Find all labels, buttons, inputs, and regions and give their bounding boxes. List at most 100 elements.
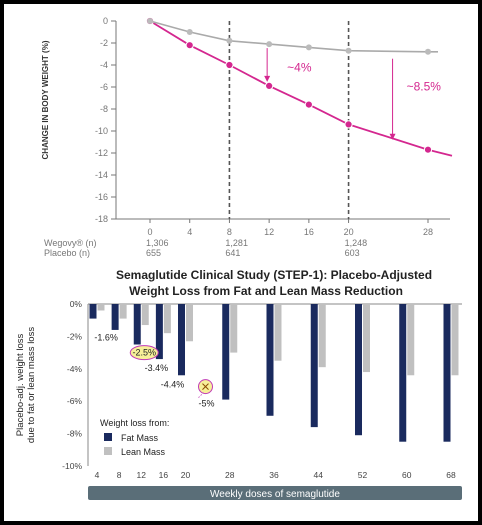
annotation-4pct: ~4% xyxy=(287,61,312,75)
x-axis-title-bar xyxy=(88,486,462,500)
pointer-line xyxy=(198,392,204,398)
fat-mass-bar xyxy=(178,304,185,376)
weight-change-line-chart: 0 -2 -4 -6 -8 -10 -12 -14 -16 -18 0 4 8 12 16 20 28 CHANG… xyxy=(41,16,453,258)
fat-mass-bar xyxy=(89,304,97,319)
y-axis-title: CHANGE IN BODY WEIGHT (%) xyxy=(41,40,50,159)
x-tick-label: 4 xyxy=(95,470,100,480)
fat-mass-bar xyxy=(355,304,362,436)
x-tick-label: 8 xyxy=(227,227,232,237)
placebo-point xyxy=(226,37,233,44)
y-tick-label: 0% xyxy=(70,299,83,309)
fat-mass-bar xyxy=(266,304,274,416)
lean-mass-bar xyxy=(363,304,370,373)
y-tick-label: 0 xyxy=(103,16,108,26)
y-axis-title-line2: due to fat or lean mass loss xyxy=(26,327,37,443)
fat-mass-bar xyxy=(310,304,318,428)
lean-mass-bar xyxy=(318,304,326,368)
fat-mass-bar xyxy=(222,304,230,400)
wegovy-point xyxy=(423,145,433,154)
wegovy-point xyxy=(185,41,194,50)
count-value: 655 xyxy=(146,248,161,258)
y-tick-label: -2% xyxy=(67,331,83,341)
annotation-value: -4.4% xyxy=(161,379,185,389)
y-tick-label: -16 xyxy=(95,192,108,202)
fat-mass-bar xyxy=(155,304,163,360)
x-axis-title: Weekly doses of semaglutide xyxy=(210,489,340,500)
y-tick-label: -18 xyxy=(95,214,108,224)
figure-frame: 0 -2 -4 -6 -8 -10 -12 -14 -16 -18 0 4 8 12 16 20 28 CHANG… xyxy=(4,4,478,521)
count-value: 1,306 xyxy=(146,238,169,248)
highlight-ellipse xyxy=(129,345,159,361)
y-tick-label: -4% xyxy=(67,364,83,374)
x-tick-label: 12 xyxy=(264,227,274,237)
x-tick-label: 20 xyxy=(181,470,191,480)
count-row-label: Placebo (n) xyxy=(44,248,90,258)
fat-mass-bar xyxy=(133,304,141,345)
y-tick-label: -4 xyxy=(100,60,108,70)
y-tick-label: -14 xyxy=(95,170,108,180)
wegovy-point xyxy=(304,100,313,109)
y-axis-title-line1: Placebo-adj. weight loss xyxy=(15,334,26,437)
lean-mass-bar xyxy=(97,304,105,311)
y-tick-label: -10 xyxy=(95,126,108,136)
legend-swatch-lean xyxy=(104,447,112,455)
annotation-value: -1.6% xyxy=(94,332,118,342)
x-tick-label: 12 xyxy=(137,470,147,480)
x-tick-label: 4 xyxy=(187,227,192,237)
chart-canvas: 0 -2 -4 -6 -8 -10 -12 -14 -16 -18 0 4 8 12 16 20 28 CHANG… xyxy=(15,16,462,500)
y-tick-label: -6% xyxy=(67,396,83,406)
x-tick-label: 68 xyxy=(446,470,456,480)
fat-mass-bar xyxy=(111,304,119,330)
count-value: 641 xyxy=(225,248,240,258)
wegovy-line xyxy=(149,20,453,157)
arrow-week28-head xyxy=(389,133,396,140)
annotation-value: -2.5% xyxy=(132,348,156,358)
x-tick-label: 52 xyxy=(358,470,368,480)
lean-mass-bar xyxy=(119,304,127,319)
placebo-line xyxy=(149,20,438,53)
count-value: 603 xyxy=(345,248,360,258)
lean-mass-bar xyxy=(141,304,149,326)
placebo-point xyxy=(425,48,431,55)
lean-mass-bar xyxy=(186,304,193,342)
x-tick-label: 36 xyxy=(269,470,279,480)
lean-mass-bar xyxy=(451,304,459,376)
chart-title: Semaglutide Clinical Study (STEP-1): Pla… xyxy=(116,268,432,282)
lean-mass-bar xyxy=(274,304,282,361)
y-tick-label: -2 xyxy=(100,38,108,48)
fat-mass-bar xyxy=(443,304,451,442)
count-row-label: Wegovy® (n) xyxy=(44,238,96,248)
fat-mass-bar xyxy=(399,304,407,442)
lean-mass-bar xyxy=(230,304,238,353)
x-tick-label: 16 xyxy=(159,470,169,480)
annotation-value: -3.4% xyxy=(145,363,169,373)
placebo-point xyxy=(305,44,312,51)
chart-subtitle: Weight Loss from Fat and Lean Mass Reduc… xyxy=(129,284,403,298)
y-tick-label: -8% xyxy=(67,429,83,439)
count-value: 1,248 xyxy=(345,238,368,248)
fat-lean-bar-chart: Semaglutide Clinical Study (STEP-1): Pla… xyxy=(15,268,462,500)
legend-swatch-fat xyxy=(104,433,112,441)
legend-label-fat: Fat Mass xyxy=(121,433,159,443)
placebo-point xyxy=(147,18,153,24)
lean-mass-bar xyxy=(163,304,171,334)
x-mark xyxy=(202,383,209,390)
y-tick-label: -8 xyxy=(100,104,108,114)
placebo-point xyxy=(345,47,352,54)
x-tick-label: 16 xyxy=(304,227,314,237)
wegovy-point xyxy=(225,60,234,70)
annotation-value: -5% xyxy=(198,399,214,409)
lean-mass-bar xyxy=(407,304,415,376)
placebo-point xyxy=(186,29,193,35)
wegovy-point xyxy=(265,81,274,91)
arrow-week12-head xyxy=(264,75,271,82)
count-value: 1,281 xyxy=(225,238,248,248)
x-tick-label: 0 xyxy=(147,227,152,237)
y-tick-label: -12 xyxy=(95,148,108,158)
x-tick-label: 44 xyxy=(314,470,324,480)
x-tick-label: 60 xyxy=(402,470,412,480)
legend-title: Weight loss from: xyxy=(100,418,169,428)
annotation-8-5pct: ~8.5% xyxy=(407,79,442,93)
y-tick-label: -6 xyxy=(100,82,108,92)
legend-label-lean: Lean Mass xyxy=(121,447,166,457)
